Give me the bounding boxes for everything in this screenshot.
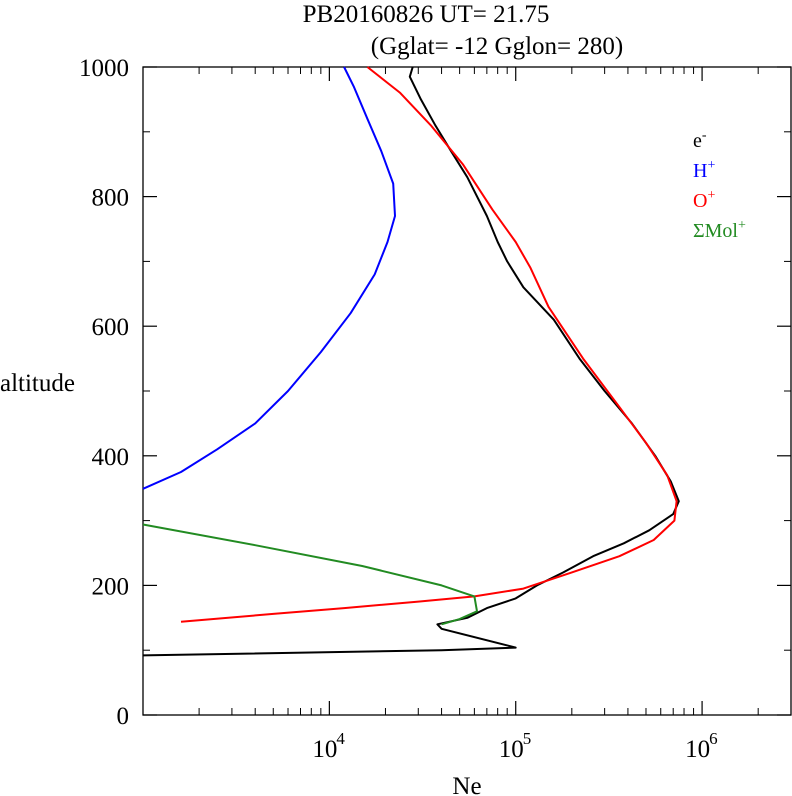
x-tick-exponent: 6 <box>709 729 718 748</box>
y-axis-label: altitude <box>0 370 75 397</box>
chart-subtitle: (Gglat= -12 Gglon= 280) <box>371 33 623 60</box>
legend: e- H+ O+ ΣMol+ <box>693 128 746 242</box>
legend-entry-O: O+ <box>693 188 715 212</box>
y-tick-label: 1000 <box>79 55 129 82</box>
x-tick-label: 10 <box>312 736 337 763</box>
legend-superscript: - <box>702 128 707 143</box>
legend-superscript: + <box>707 188 715 203</box>
legend-entry-H: H+ <box>693 158 715 182</box>
legend-entry-Mol: ΣMol+ <box>693 218 746 242</box>
series-line-O <box>180 66 678 623</box>
legend-superscript: + <box>707 158 715 173</box>
y-tick-label: 0 <box>117 703 130 730</box>
x-tick-exponent: 4 <box>336 729 345 748</box>
y-tick-label: 200 <box>92 573 130 600</box>
y-tick-label: 400 <box>92 444 130 471</box>
x-axis-label: Ne <box>452 773 481 796</box>
series-lines <box>142 66 680 657</box>
y-tick-label: 800 <box>92 185 130 212</box>
chart-title: PB20160826 UT= 21.75 <box>303 1 550 28</box>
x-tick-label: 10 <box>685 736 710 763</box>
series-line-e <box>142 66 680 657</box>
x-axis: 10 4 10 5 10 6 <box>198 67 759 763</box>
series-line-Mol <box>142 523 478 626</box>
y-axis: 0 200 400 600 800 1000 <box>79 55 791 730</box>
legend-superscript: + <box>738 218 746 233</box>
x-tick-exponent: 5 <box>523 729 532 748</box>
y-tick-label: 600 <box>92 314 130 341</box>
series-line-H <box>142 66 396 490</box>
x-tick-label: 10 <box>499 736 524 763</box>
legend-entry-e: e- <box>693 128 707 152</box>
